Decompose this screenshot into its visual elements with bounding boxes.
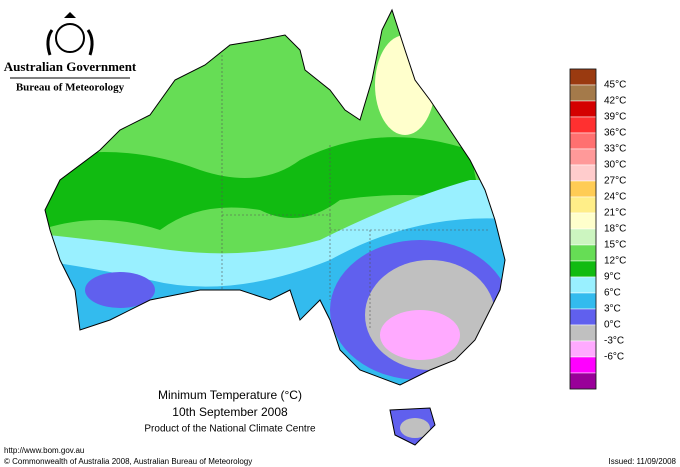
legend-swatch: [569, 228, 597, 246]
legend-label: 15°C: [604, 240, 626, 251]
legend-swatch: [569, 276, 597, 294]
legend-label: 45°C: [604, 80, 626, 91]
legend-swatch: [569, 372, 597, 390]
legend-label: 39°C: [604, 112, 626, 123]
legend-swatch: [569, 196, 597, 214]
legend-swatch: [569, 84, 597, 102]
legend-label: -6°C: [604, 352, 624, 363]
legend-swatch: [569, 244, 597, 262]
legend-label: 12°C: [604, 256, 626, 267]
legend-label: 21°C: [604, 208, 626, 219]
legend: 45°C 42°C 39°C 36°C 33°C 30°C 27°C 24°C 21°C 18°C…: [569, 68, 626, 390]
coastline: [44, 8, 506, 446]
legend-label: 18°C: [604, 224, 626, 235]
legend-swatch: [569, 212, 597, 230]
issued: Issued: 11/09/2008: [609, 457, 677, 466]
legend-label: 27°C: [604, 176, 626, 187]
legend-swatch: [569, 340, 597, 358]
legend-swatch: [569, 164, 597, 182]
government: Australian Government: [4, 59, 137, 74]
legend-label: -3°C: [604, 336, 624, 347]
bureau: Bureau of Meteorology: [16, 82, 125, 94]
legend-label: 36°C: [604, 128, 626, 139]
legend-swatch: [569, 356, 597, 374]
legend-swatch: [569, 68, 597, 86]
copyright: © Commonwealth of Australia 2008, Austra…: [4, 457, 252, 466]
legend-swatch: [569, 292, 597, 310]
state-borders: [221, 55, 490, 330]
legend-label: 33°C: [604, 144, 626, 155]
emblem: [46, 12, 94, 56]
legend-label: 0°C: [604, 320, 621, 331]
legend-swatch: [569, 116, 597, 134]
map-title: Minimum Temperature (°C): [158, 388, 302, 402]
legend-swatch: [569, 132, 597, 150]
map-date: 10th September 2008: [172, 405, 288, 419]
legend-swatch: [569, 308, 597, 326]
legend-label: 30°C: [604, 160, 626, 171]
legend-label: 9°C: [604, 272, 621, 283]
legend-frame: [569, 68, 597, 390]
legend-label: 24°C: [604, 192, 626, 203]
legend-label: 3°C: [604, 304, 621, 315]
legend-swatch: [569, 148, 597, 166]
url: http://www.bom.gov.au: [4, 446, 84, 455]
legend-label: 6°C: [604, 288, 621, 299]
legend-swatch: [569, 324, 597, 342]
legend-swatch: [569, 100, 597, 118]
legend-label: 42°C: [604, 96, 626, 107]
legend-swatch: [569, 180, 597, 198]
legend-swatch: [569, 260, 597, 278]
map-product: Product of the National Climate Centre: [144, 424, 316, 435]
